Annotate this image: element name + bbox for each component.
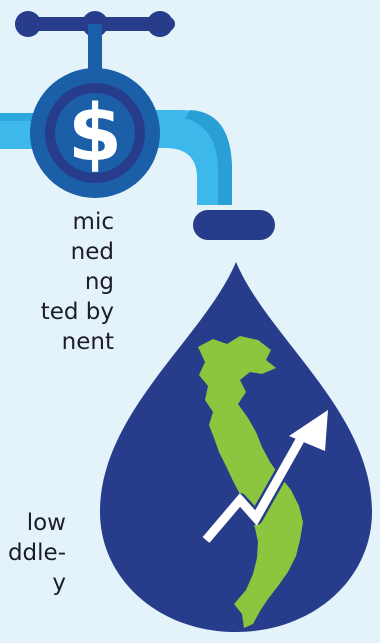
- cropped-paragraph-2: low ddle-y: [0, 508, 66, 598]
- valve-body: [30, 68, 160, 198]
- text-line: low: [26, 510, 66, 536]
- text-line: ng: [84, 269, 114, 295]
- growth-arrow-icon: [199, 410, 328, 547]
- text-line: ted by: [40, 299, 114, 325]
- text-line: y: [52, 570, 66, 596]
- text-line: mic: [72, 209, 114, 235]
- valve-handle: [15, 11, 175, 74]
- vietnam-map-icon: [198, 336, 303, 628]
- text-line: ddle-: [7, 540, 66, 566]
- cropped-paragraph-1: mic ned ng ted by nent: [0, 207, 114, 357]
- text-line: nent: [61, 329, 114, 355]
- text-line: ned: [70, 239, 114, 265]
- dollar-icon: $: [68, 89, 122, 179]
